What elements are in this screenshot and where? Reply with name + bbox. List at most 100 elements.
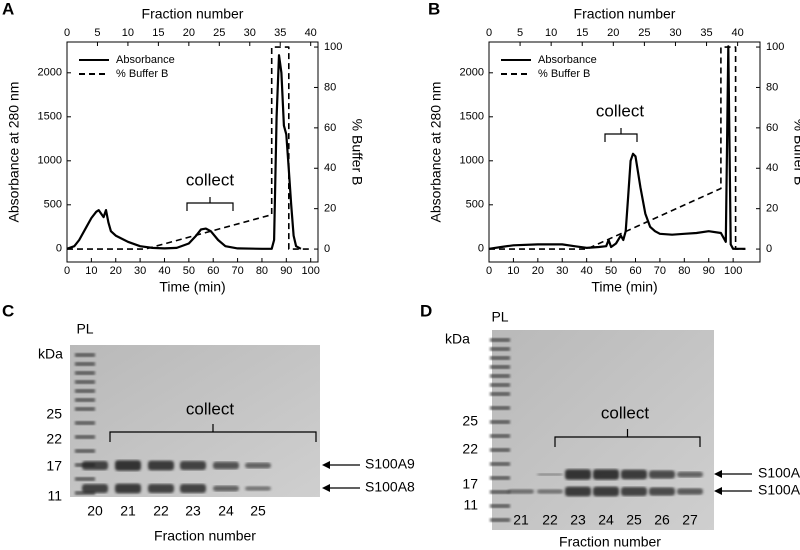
- gel-x-title: Fraction number: [559, 534, 661, 550]
- ladder-band: [75, 477, 95, 481]
- x-tick-label: 80: [678, 265, 690, 277]
- y-tick-label: 2000: [460, 67, 484, 79]
- ladder-band: [490, 347, 510, 351]
- ladder-band: [75, 353, 95, 357]
- x-tick-label: 10: [507, 265, 519, 277]
- ladder-band: [490, 356, 510, 360]
- collect-bracket: [109, 424, 317, 442]
- gel-x-title: Fraction number: [154, 528, 256, 544]
- ladder-band: [490, 406, 510, 410]
- x-tick-label: 70: [654, 265, 666, 277]
- ladder-band: [75, 362, 95, 366]
- y2-tick-label: 100: [324, 41, 342, 53]
- x2-tick-label: 40: [731, 27, 743, 39]
- y-axis-title: Absorbance at 280 nm: [6, 82, 22, 223]
- collect-bracket: [186, 197, 234, 211]
- y-axis-title: Absorbance at 280 nm: [428, 82, 444, 223]
- lane-label: 21: [513, 512, 529, 528]
- marker-label: 11: [47, 488, 62, 504]
- x-tick-label: 30: [556, 265, 568, 277]
- marker-label: 22: [462, 441, 478, 457]
- legend-label: % Buffer B: [538, 68, 590, 80]
- marker-label: 11: [463, 497, 478, 513]
- ladder-band: [490, 490, 510, 494]
- lane-label: 20: [87, 503, 103, 519]
- y2-tick-label: 40: [324, 162, 336, 174]
- y2-axis-title: % Buffer B: [349, 119, 365, 186]
- protein-band: [649, 470, 675, 479]
- y-tick-label: 1500: [38, 111, 62, 123]
- x-tick-label: 100: [302, 265, 320, 277]
- protein-band: [213, 485, 239, 492]
- y2-tick-label: 80: [766, 81, 778, 93]
- ladder-band: [75, 398, 95, 402]
- ladder-band: [490, 365, 510, 369]
- lane-label: 25: [250, 503, 266, 519]
- ladder-band: [75, 380, 95, 384]
- ladder-band: [490, 374, 510, 378]
- band-label: S100A9: [365, 456, 415, 472]
- lane-label: 27: [682, 512, 698, 528]
- x2-tick-label: 25: [213, 27, 225, 39]
- arrow-head: [322, 461, 330, 469]
- lane-label: 24: [598, 512, 614, 528]
- ladder-band: [75, 449, 95, 453]
- x-tick-label: 0: [64, 265, 70, 277]
- marker-label: 25: [46, 406, 62, 422]
- y2-tick-label: 0: [324, 243, 330, 255]
- x-tick-label: 30: [134, 265, 146, 277]
- x-tick-label: 40: [581, 265, 593, 277]
- x-tick-label: 50: [183, 265, 195, 277]
- x2-tick-label: 20: [183, 27, 195, 39]
- plot-frame: [488, 41, 761, 263]
- panel-label: B: [428, 0, 440, 18]
- marker-label: 25: [462, 413, 478, 429]
- ladder-band: [490, 434, 510, 438]
- gel: [492, 330, 714, 530]
- protein-band: [213, 461, 239, 470]
- lane-label: 24: [218, 503, 234, 519]
- protein-band: [649, 487, 675, 496]
- protein-band: [115, 483, 141, 494]
- marker-label: 17: [46, 458, 62, 474]
- band-label: S100A8: [758, 482, 800, 498]
- ladder-band: [490, 476, 510, 480]
- panel-label: C: [2, 301, 14, 320]
- x2-tick-label: 25: [638, 27, 650, 39]
- x2-tick-label: 10: [545, 27, 557, 39]
- x2-tick-label: 30: [244, 27, 256, 39]
- lane-label: 23: [570, 512, 586, 528]
- ladder-band: [75, 389, 95, 393]
- y2-tick-label: 60: [766, 122, 778, 134]
- panel-label: A: [2, 0, 14, 18]
- panel-label: D: [420, 301, 432, 320]
- lane-label: 22: [153, 503, 169, 519]
- protein-band: [115, 460, 141, 471]
- x-tick-label: 20: [110, 265, 122, 277]
- series-line: [66, 54, 302, 250]
- ladder-band: [75, 421, 95, 425]
- collect-bracket: [554, 429, 701, 447]
- ladder-band: [490, 420, 510, 424]
- lane-marker: PL: [491, 309, 508, 325]
- x-tick-label: 70: [231, 265, 243, 277]
- x2-tick-label: 20: [607, 27, 619, 39]
- x-tick-label: 90: [280, 265, 292, 277]
- collect-bracket: [604, 128, 638, 142]
- ladder-band: [490, 338, 510, 342]
- band-label: S100A9: [758, 465, 800, 481]
- x-tick-label: 0: [486, 265, 492, 277]
- y2-axis-title: % Buffer B: [791, 119, 800, 186]
- gel: [70, 345, 320, 497]
- x2-axis-title: Fraction number: [142, 6, 244, 22]
- unit-label: kDa: [38, 346, 63, 362]
- y-tick-label: 0: [478, 243, 484, 255]
- y2-tick-label: 80: [324, 81, 336, 93]
- x-tick-label: 60: [207, 265, 219, 277]
- x2-tick-label: 30: [669, 27, 681, 39]
- lane-label: 22: [542, 512, 558, 528]
- y-tick-label: 0: [56, 243, 62, 255]
- plot-frame: [66, 41, 319, 263]
- annotation: collect: [186, 170, 234, 189]
- protein-band: [621, 469, 647, 480]
